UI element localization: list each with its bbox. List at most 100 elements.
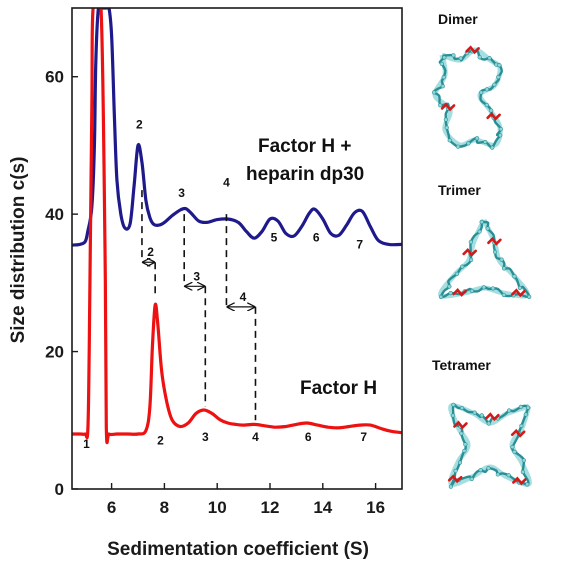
plot-area: 2 3 4 2 3 4 5 6 7 1 2 3 4 6 7 [71, 7, 403, 490]
chain-residue [485, 226, 490, 231]
peak-label: 4 [252, 430, 259, 444]
heparin-binding-site [511, 288, 526, 298]
chain-residue [492, 82, 497, 87]
chain-residue [466, 141, 471, 146]
chain-residue [521, 458, 526, 463]
heparin-binding-site [465, 45, 480, 55]
plot-frame [71, 7, 403, 490]
chain-residue [520, 469, 525, 475]
chain-residue [472, 410, 477, 415]
chain-residue [484, 87, 490, 92]
x-tick-label: 6 [107, 498, 116, 517]
chain-residue [527, 294, 532, 299]
shift-label: 3 [193, 269, 200, 283]
y-tick-label: 40 [45, 205, 64, 224]
chain-residue [474, 136, 480, 141]
chain-residue [525, 405, 531, 410]
chain-residue [496, 74, 501, 80]
chain-residue [512, 274, 517, 279]
series-layer [72, 8, 402, 445]
series-line-factor-h-heparin [72, 8, 402, 247]
peak-label-layer: 2 3 4 5 6 7 1 2 3 4 6 7 [83, 117, 367, 451]
peak-label: 2 [157, 433, 164, 447]
chain-residue [439, 61, 444, 66]
panel-dimer: Dimer [432, 11, 503, 150]
series-label: Factor H [300, 378, 377, 399]
chain-residue [462, 448, 467, 453]
peak-label: 3 [202, 430, 209, 444]
heparin-binding-site [440, 102, 456, 112]
chain-residue [492, 249, 498, 255]
chain-residue [450, 413, 456, 418]
peak-label: 6 [305, 430, 312, 444]
chain-residue [457, 460, 463, 465]
chain-residue [495, 472, 500, 477]
shift-marker-layer: 2 3 4 [141, 190, 257, 421]
chain-residue [525, 482, 530, 487]
x-axis-label: Sedimentation coefficient (S) [107, 539, 369, 560]
chain-residue [512, 449, 517, 454]
x-tick-label: 12 [261, 498, 280, 517]
series-label-layer: Factor H + heparin dp30 Factor H [246, 136, 377, 399]
chain-residue [507, 408, 512, 413]
chain-residue [459, 405, 465, 411]
chain-residue [432, 90, 437, 95]
series-label: Factor H + [258, 136, 351, 157]
chain-residue [451, 53, 456, 58]
chain-ribbon [449, 403, 530, 488]
heparin-binding-site [462, 247, 478, 257]
x-tick-label: 8 [160, 498, 169, 517]
chain-residue [501, 292, 506, 298]
chain-residue [486, 466, 491, 471]
chain-halo [432, 47, 503, 148]
chain-residue [469, 288, 474, 294]
chain-halo [448, 403, 532, 487]
chain-residue [469, 476, 474, 482]
chain-residue [453, 468, 458, 473]
peak-label: 1 [83, 437, 90, 451]
heparin-binding-site [512, 476, 527, 486]
chain-residue [519, 423, 524, 428]
peak-label: 2 [136, 117, 143, 131]
heparin-binding-site [486, 111, 501, 121]
chain-residue [458, 56, 463, 61]
panel-tetramer: Tetramer [432, 357, 532, 489]
heparin-binding-site [447, 474, 463, 484]
shift-label: 2 [147, 245, 154, 259]
heparin-binding-site [510, 428, 526, 438]
heparin-binding-site [453, 420, 468, 430]
series-label: heparin dp30 [246, 164, 364, 185]
chain-residue [441, 75, 446, 80]
chain-residue [448, 290, 453, 296]
chain-residue [455, 144, 461, 149]
chain-residue [454, 271, 460, 276]
chain-residue [459, 431, 464, 436]
chain-residue [498, 127, 503, 132]
chain-residue [448, 484, 453, 489]
chain-residue [447, 138, 452, 143]
chain-residue [442, 55, 447, 60]
chain-residue [490, 286, 496, 291]
chain-residue [440, 84, 445, 89]
chain-residue [444, 125, 449, 130]
chain-residue [451, 402, 456, 407]
chain-residue [478, 468, 483, 473]
x-tick-label: 16 [366, 498, 385, 517]
chain-residue [486, 421, 491, 426]
chain-residue [463, 442, 468, 447]
chain-residue [477, 55, 482, 60]
chain-residue [484, 102, 489, 108]
chain-residue [510, 444, 515, 450]
y-tick-label: 0 [55, 480, 64, 499]
chain-residue [498, 133, 503, 138]
chain-residue [479, 90, 484, 95]
chain-residue [506, 473, 511, 478]
chain-residue [499, 257, 504, 262]
y-tick-label: 20 [45, 343, 64, 362]
chain-halo [438, 218, 530, 299]
peak-label: 4 [223, 176, 230, 190]
x-tick-label: 10 [208, 498, 227, 517]
chain-residue [479, 413, 484, 418]
chain-residue [490, 145, 495, 150]
